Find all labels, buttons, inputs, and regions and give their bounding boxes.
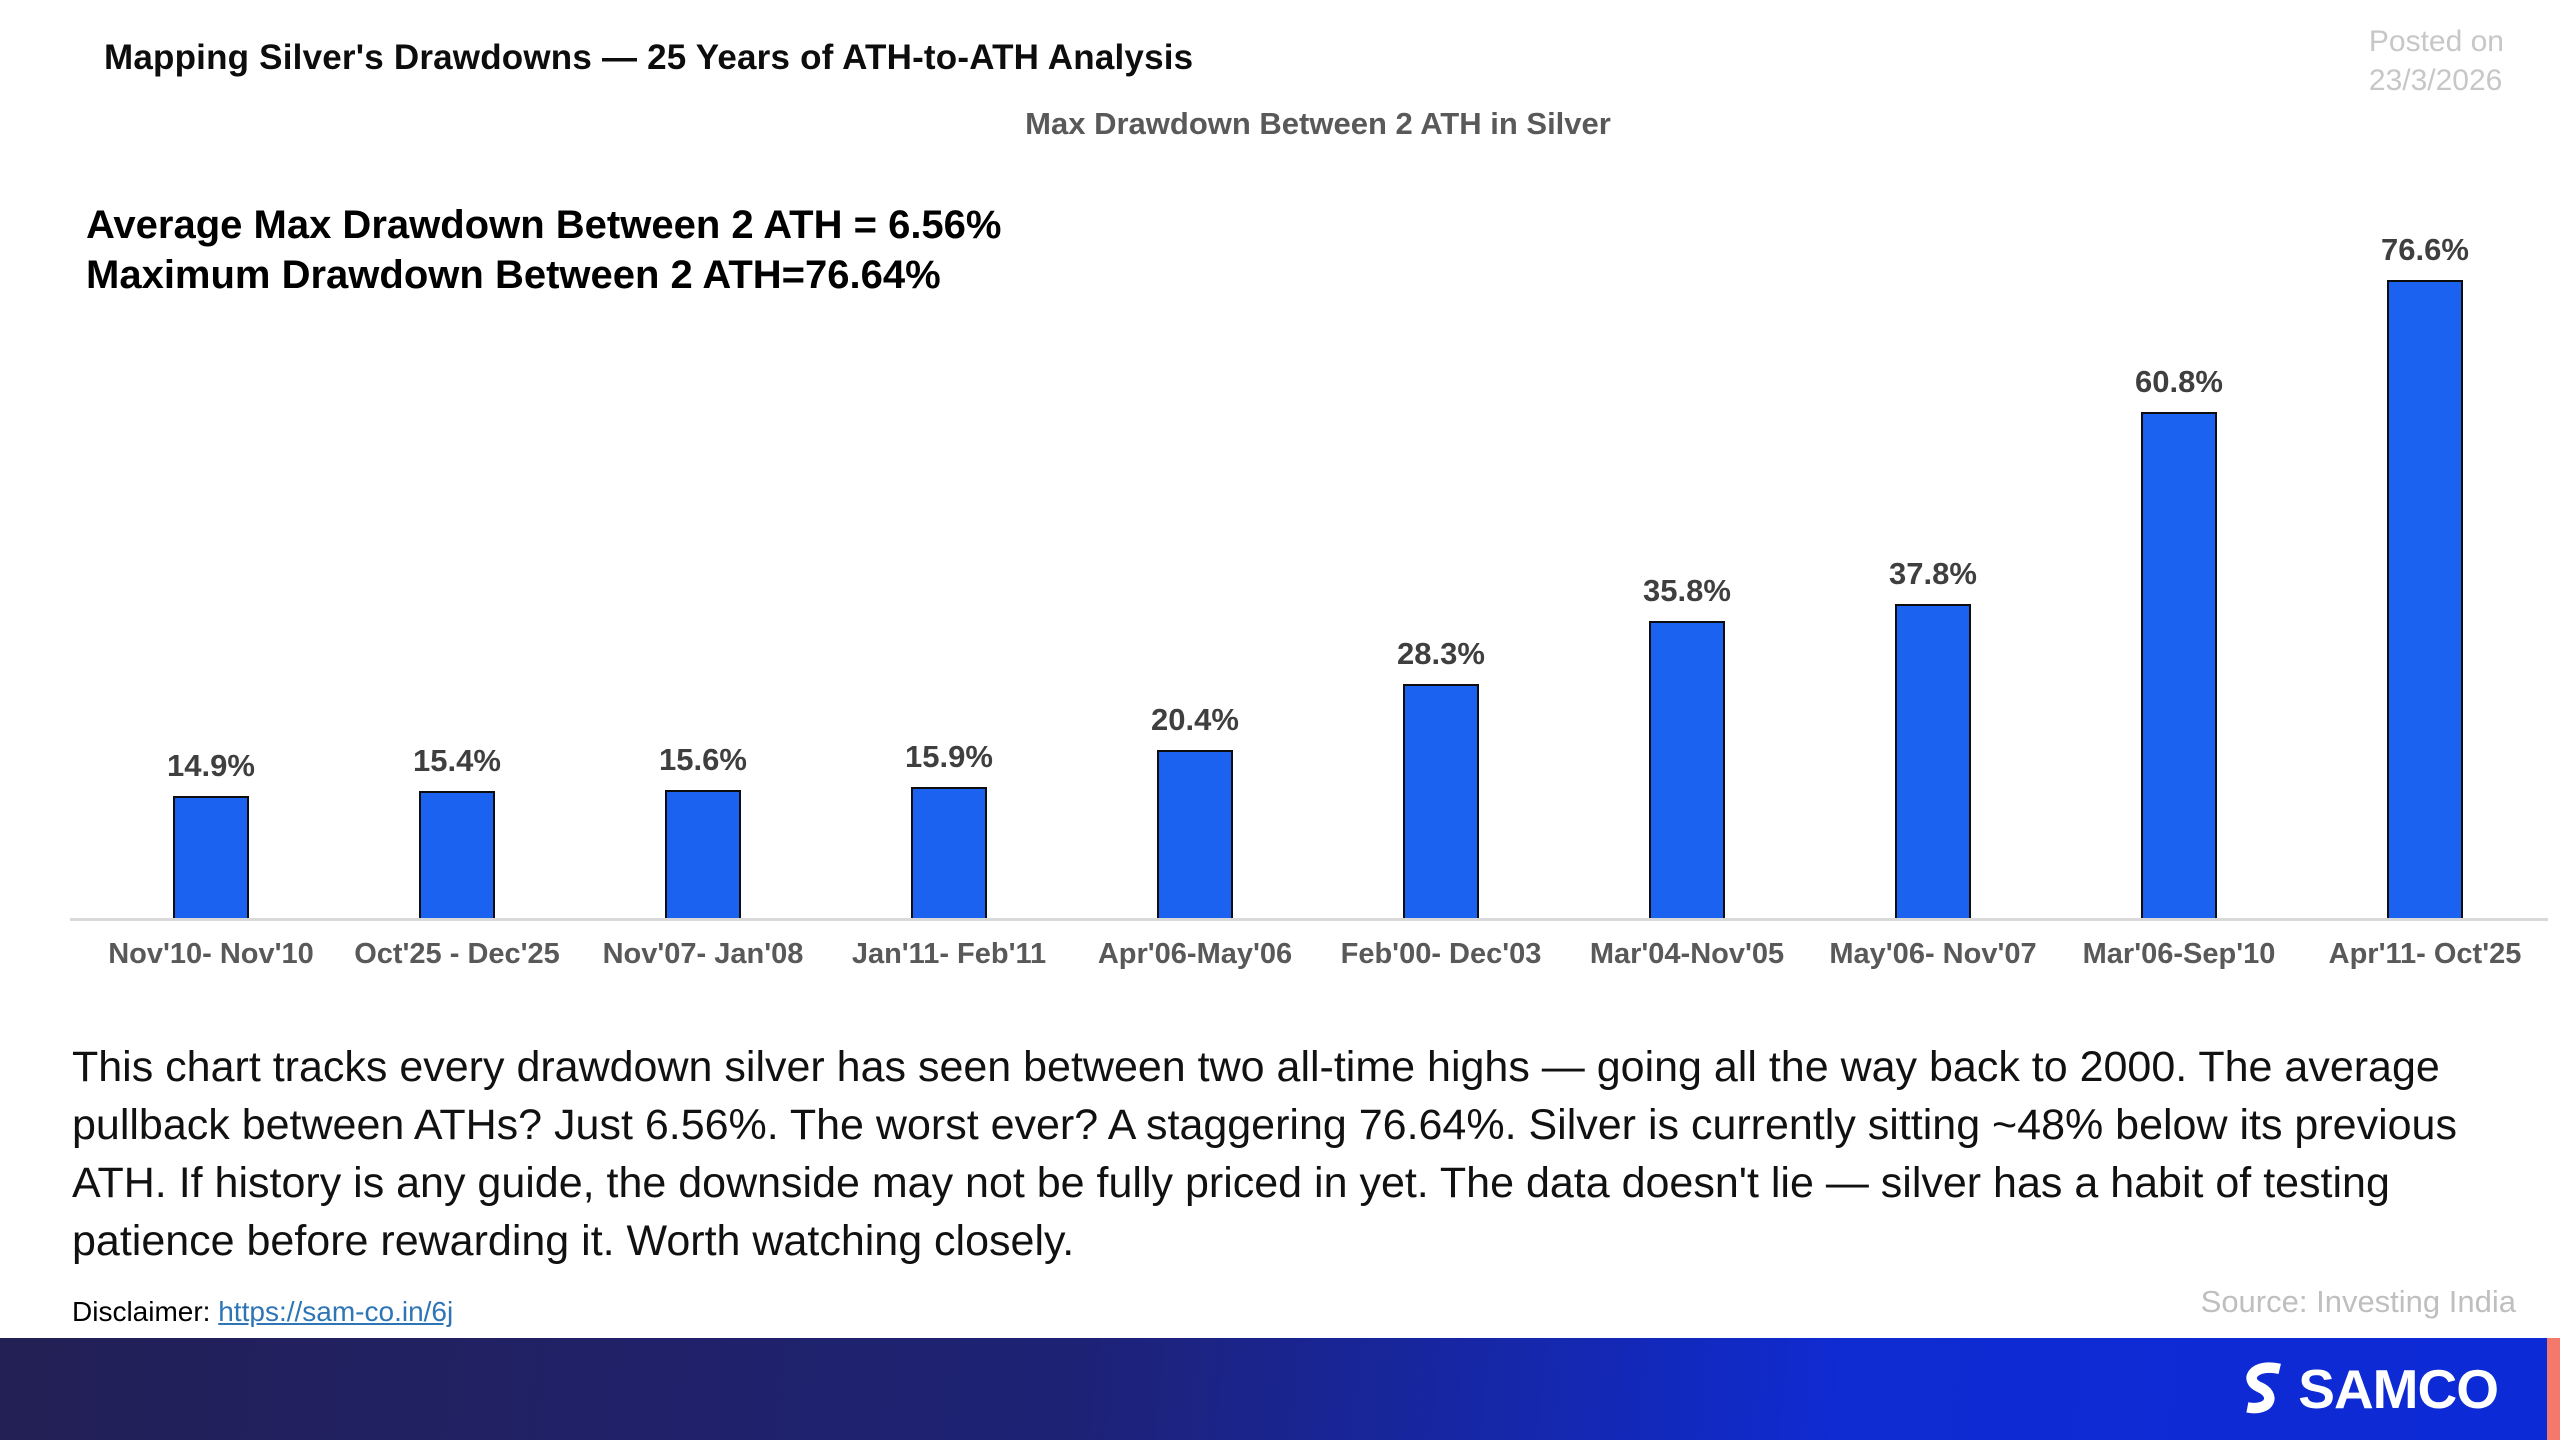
bar (173, 796, 249, 920)
disclaimer-link[interactable]: https://sam-co.in/6j (218, 1296, 454, 1327)
bar-value-label: 76.6% (2381, 232, 2469, 267)
disclaimer-label: Disclaimer: (72, 1296, 219, 1327)
bar-value-label: 15.4% (413, 743, 501, 778)
bar (1895, 604, 1971, 920)
samco-swirl-icon (2246, 1362, 2282, 1414)
bar-value-label: 14.9% (167, 748, 255, 783)
chart-title: Max Drawdown Between 2 ATH in Silver (1025, 106, 1611, 141)
bar-column: 37.8% (1810, 556, 2056, 920)
bar-value-label: 37.8% (1889, 556, 1977, 591)
bar-value-label: 15.6% (659, 742, 747, 777)
bar-column: 35.8% (1564, 573, 1810, 920)
bar-column: 28.3% (1318, 636, 1564, 920)
bar-column: 76.6% (2302, 232, 2548, 920)
x-axis-label: Mar'04-Nov'05 (1589, 938, 1785, 970)
bar-column: 20.4% (1072, 702, 1318, 920)
bar-value-label: 28.3% (1397, 636, 1485, 671)
bar (419, 791, 495, 920)
samco-logo: SAMCO (2236, 1338, 2499, 1440)
x-axis-label: Apr'11- Oct'25 (2328, 938, 2522, 970)
bar-column: 15.9% (826, 739, 1072, 920)
x-axis-label: Feb'00- Dec'03 (1340, 938, 1542, 970)
x-axis-label: Mar'06-Sep'10 (2082, 938, 2276, 970)
brand-footer-bar: SAMCO (0, 1338, 2560, 1440)
bar-column: 60.8% (2056, 364, 2302, 920)
footer-accent-strip (2547, 1338, 2560, 1440)
samco-logo-text: SAMCO (2298, 1358, 2499, 1420)
bar (2387, 280, 2463, 920)
bar (911, 787, 987, 920)
posted-on-value: 23/3/2026 (2368, 64, 2503, 97)
x-axis-label: Nov'10- Nov'10 (108, 938, 314, 970)
x-axis-line (70, 918, 2548, 921)
x-axis-label: Oct'25 - Dec'25 (354, 938, 560, 970)
bar-value-label: 20.4% (1151, 702, 1239, 737)
bar (665, 790, 741, 920)
x-axis-labels: Nov'10- Nov'10 Oct'25 - Dec'25 Nov'07- Jan… (88, 938, 2548, 971)
commentary-paragraph: This chart tracks every drawdown silver … (72, 1043, 2457, 1265)
bar (1649, 621, 1725, 920)
posted-on-label: Posted on (2368, 25, 2504, 58)
bar-chart: 14.9% 15.4% 15.6% 15.9% 20.4% 28.3% 35.8% 37.8%… (88, 230, 2548, 920)
disclaimer: Disclaimer: https://sam-co.in/6j (72, 1296, 453, 1328)
x-axis-label: Apr'06-May'06 (1097, 938, 1293, 970)
x-axis-label: Nov'07- Jan'08 (602, 938, 804, 970)
bar (1403, 684, 1479, 920)
bar-column: 15.6% (580, 742, 826, 920)
maximum-drawdown-annotation: Maximum Drawdown Between 2 ATH=76.64% (86, 253, 941, 297)
bar-column: 14.9% (88, 748, 334, 920)
average-drawdown-annotation: Average Max Drawdown Between 2 ATH = 6.5… (86, 203, 1002, 247)
bar-value-label: 35.8% (1643, 573, 1731, 608)
x-axis-label: Jan'11- Feb'11 (851, 938, 1047, 970)
bar-value-label: 60.8% (2135, 364, 2223, 399)
posted-on-date: Posted on 23/3/2026 (2369, 22, 2504, 100)
source-credit: Source: Investing India (2200, 1284, 2516, 1319)
bar-value-label: 15.9% (905, 739, 993, 774)
bar-column: 15.4% (334, 743, 580, 920)
page-title: Mapping Silver's Drawdowns — 25 Years of… (104, 38, 1194, 77)
bar (1157, 750, 1233, 920)
x-axis-label: May'06- Nov'07 (1829, 938, 2037, 970)
chart-annotation: Average Max Drawdown Between 2 ATH = 6.5… (86, 200, 1002, 300)
bar (2141, 412, 2217, 920)
